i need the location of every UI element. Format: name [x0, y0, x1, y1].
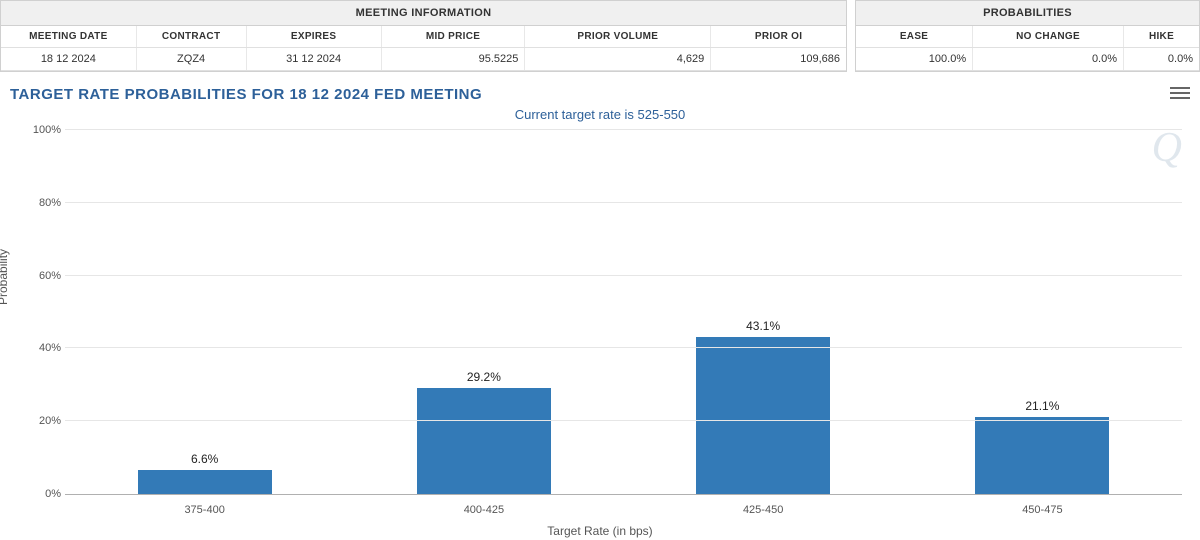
bar-slot: 6.6%375-400 — [65, 130, 344, 494]
bar — [696, 337, 830, 494]
column-header: EXPIRES — [246, 26, 381, 48]
chart-container: TARGET RATE PROBABILITIES FOR 18 12 2024… — [0, 80, 1200, 540]
bar-slot: 21.1%450-475 — [903, 130, 1182, 494]
bar-value-label: 29.2% — [467, 370, 501, 384]
column-header: EASE — [856, 26, 973, 48]
table-cell: 0.0% — [973, 48, 1124, 71]
x-axis-title: Target Rate (in bps) — [0, 524, 1200, 538]
table-cell: 31 12 2024 — [246, 48, 381, 71]
chart-menu-icon[interactable] — [1170, 84, 1190, 102]
column-header: HIKE — [1124, 26, 1199, 48]
table-cell: 18 12 2024 — [1, 48, 136, 71]
bar-slot: 43.1%425-450 — [624, 130, 903, 494]
meeting-info-table: MEETING DATECONTRACTEXPIRESMID PRICEPRIO… — [1, 26, 846, 71]
meeting-info-panel: MEETING INFORMATION MEETING DATECONTRACT… — [0, 0, 847, 72]
column-header: MID PRICE — [381, 26, 525, 48]
tables-row: MEETING INFORMATION MEETING DATECONTRACT… — [0, 0, 1200, 72]
bar-slot: 29.2%400-425 — [344, 130, 623, 494]
bar — [975, 417, 1109, 494]
table-cell: ZQZ4 — [136, 48, 246, 71]
y-tick-label: 60% — [27, 270, 61, 282]
probabilities-header: PROBABILITIES — [856, 1, 1199, 26]
table-cell: 4,629 — [525, 48, 711, 71]
column-header: MEETING DATE — [1, 26, 136, 48]
bar-value-label: 6.6% — [191, 452, 218, 466]
chart-subtitle: Current target rate is 525-550 — [0, 107, 1200, 122]
gridline — [65, 275, 1182, 276]
gridline — [65, 420, 1182, 421]
probabilities-panel: PROBABILITIES EASENO CHANGEHIKE 100.0%0.… — [855, 0, 1200, 72]
bars-group: 6.6%375-40029.2%400-42543.1%425-45021.1%… — [65, 130, 1182, 494]
y-axis-title: Probability — [0, 249, 10, 305]
x-tick-label: 450-475 — [903, 504, 1182, 516]
gridline — [65, 129, 1182, 130]
bar-value-label: 43.1% — [746, 319, 780, 333]
table-cell: 0.0% — [1124, 48, 1199, 71]
column-header: CONTRACT — [136, 26, 246, 48]
bar-value-label: 21.1% — [1025, 399, 1059, 413]
gridline — [65, 202, 1182, 203]
meeting-info-header: MEETING INFORMATION — [1, 1, 846, 26]
table-cell: 95.5225 — [381, 48, 525, 71]
chart-area: Probability 6.6%375-40029.2%400-42543.1%… — [0, 130, 1200, 540]
bar — [138, 470, 272, 494]
y-tick-label: 0% — [27, 488, 61, 500]
column-header: PRIOR VOLUME — [525, 26, 711, 48]
y-tick-label: 80% — [27, 197, 61, 209]
table-cell: 109,686 — [711, 48, 846, 71]
probabilities-table: EASENO CHANGEHIKE 100.0%0.0%0.0% — [856, 26, 1199, 71]
x-tick-label: 400-425 — [344, 504, 623, 516]
x-tick-label: 375-400 — [65, 504, 344, 516]
column-header: NO CHANGE — [973, 26, 1124, 48]
column-header: PRIOR OI — [711, 26, 846, 48]
gridline — [65, 347, 1182, 348]
y-tick-label: 40% — [27, 342, 61, 354]
y-tick-label: 100% — [27, 124, 61, 136]
x-tick-label: 425-450 — [624, 504, 903, 516]
y-tick-label: 20% — [27, 415, 61, 427]
plot-area: 6.6%375-40029.2%400-42543.1%425-45021.1%… — [65, 130, 1182, 495]
bar — [417, 388, 551, 494]
table-cell: 100.0% — [856, 48, 973, 71]
chart-title: TARGET RATE PROBABILITIES FOR 18 12 2024… — [0, 80, 1200, 103]
